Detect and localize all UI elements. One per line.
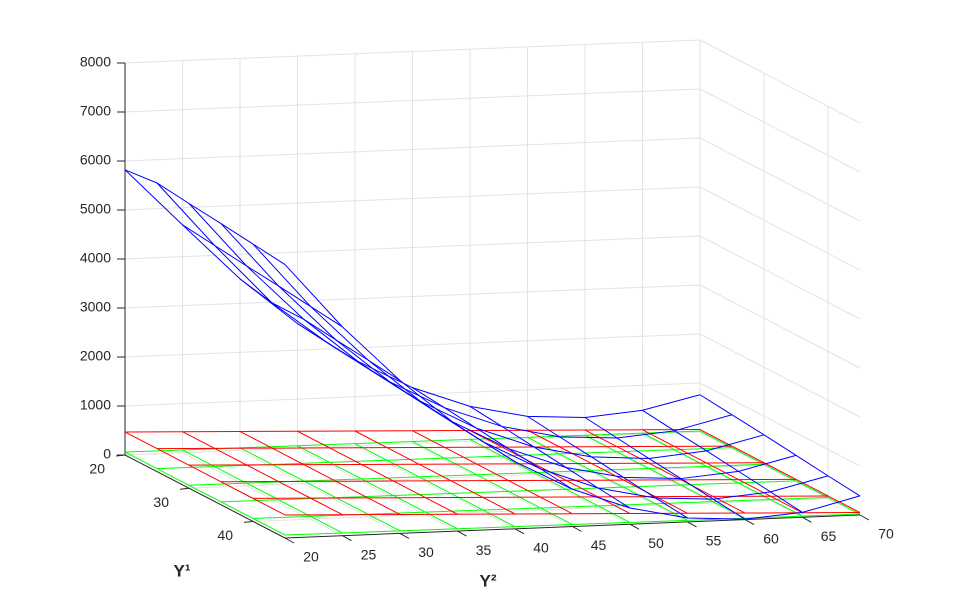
x-tick-label: 20: [303, 549, 319, 565]
x-tick-label: 30: [418, 544, 434, 560]
mesh-line: [584, 417, 746, 520]
y-tick-label: 30: [153, 494, 169, 510]
tick-mark: [342, 535, 352, 542]
mesh-line: [469, 438, 631, 523]
x-tick-label: 25: [361, 546, 377, 562]
tick-mark: [572, 526, 582, 532]
grid-line: [699, 88, 861, 173]
grid-line: [642, 433, 803, 518]
mesh-line: [412, 441, 573, 525]
grid-line: [699, 235, 861, 320]
mesh-line: [354, 443, 516, 528]
mesh-line: [297, 445, 458, 530]
mesh-line: [182, 224, 343, 328]
grid-line: [124, 137, 701, 162]
mesh-line: [642, 429, 803, 514]
z-tick-label: 7000: [80, 103, 111, 119]
x-tick-label: 40: [533, 540, 549, 556]
mesh-line: [182, 431, 343, 516]
y-axis-label: Y¹: [174, 561, 191, 580]
grid-line: [699, 137, 861, 222]
mesh-line: [699, 429, 861, 513]
grid-line: [699, 284, 861, 369]
y-tick-label: 40: [217, 527, 233, 543]
grid-line: [124, 235, 701, 260]
x-tick-label: 60: [763, 530, 779, 546]
tick-mark: [284, 537, 295, 544]
y-axis: [124, 454, 286, 539]
z-tick-label: 1000: [80, 397, 111, 413]
mesh-line: [412, 387, 573, 490]
x-tick-label: 70: [878, 526, 894, 542]
grid-line: [124, 186, 701, 211]
z-tick-label: 8000: [80, 54, 111, 70]
grid-line: [124, 284, 701, 309]
grid-line: [252, 497, 829, 522]
tick-mark: [802, 516, 812, 523]
mesh-line: [527, 429, 688, 514]
mesh-line: [527, 436, 688, 521]
grid-line: [469, 440, 631, 525]
tick-mark: [399, 532, 410, 539]
mesh-line: [527, 415, 688, 519]
tick-mark: [744, 519, 755, 526]
mesh-line: [188, 203, 765, 460]
grid-line: [699, 382, 861, 467]
x-tick-label: 45: [591, 537, 607, 553]
mesh-line: [297, 430, 458, 515]
mesh-line: [412, 430, 573, 515]
mesh-line: [642, 409, 803, 513]
tick-mark: [629, 523, 640, 530]
mesh-line: [584, 434, 746, 519]
mesh-line: [239, 431, 401, 515]
grid-line: [354, 445, 516, 530]
mesh-line: [699, 394, 861, 497]
mesh-line: [239, 447, 401, 532]
z-tick-label: 0: [103, 446, 111, 462]
tick-mark: [243, 520, 254, 523]
x-tick-label: 65: [821, 528, 837, 544]
grid-line: [699, 39, 861, 124]
z-tick-label: 6000: [80, 152, 111, 168]
grid-line: [297, 447, 458, 532]
mesh-line: [124, 169, 286, 266]
y-tick-label: 20: [89, 461, 105, 477]
x-tick-label: 35: [476, 542, 492, 558]
tick-mark: [457, 530, 467, 537]
z-tick-label: 3000: [80, 299, 111, 315]
tick-mark: [115, 454, 126, 457]
mesh-line: [252, 243, 829, 500]
grid-line: [124, 333, 701, 358]
grid-line: [699, 186, 861, 271]
tick-mark: [179, 487, 190, 490]
x-tick-label: 50: [648, 535, 664, 551]
grid-line: [124, 88, 701, 113]
mesh-line: [220, 223, 797, 480]
z-tick-label: 4000: [80, 250, 111, 266]
z-tick-label: 5000: [80, 201, 111, 217]
tick-mark: [859, 514, 870, 521]
mesh-line: [354, 430, 516, 515]
mesh-line: [124, 431, 286, 516]
x-axis-label: Y²: [480, 571, 497, 590]
mesh-line: [182, 449, 343, 534]
grid-line: [699, 333, 861, 418]
mesh-line: [124, 451, 286, 536]
grid-line: [124, 39, 701, 64]
mesh-line: [239, 278, 401, 381]
z-tick-label: 2000: [80, 348, 111, 364]
mesh-line: [584, 429, 746, 514]
mesh-line: [354, 359, 516, 463]
mesh-line: [469, 405, 631, 509]
mesh-line: [642, 432, 803, 517]
tick-mark: [514, 528, 525, 535]
x-tick-label: 55: [706, 533, 722, 549]
tick-mark: [687, 521, 697, 528]
grid-line: [412, 443, 573, 527]
mesh-line: [156, 182, 733, 439]
